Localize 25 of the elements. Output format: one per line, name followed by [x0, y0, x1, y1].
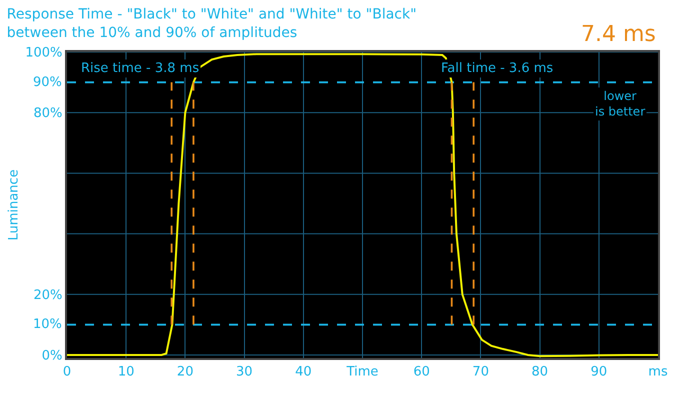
ref-line-label: 90%	[33, 75, 62, 90]
x-tick-label: 20	[176, 364, 194, 380]
annotation: Rise time - 3.8 ms	[81, 61, 200, 76]
y-tick-label: 20%	[33, 288, 62, 303]
y-tick-label: 0%	[42, 348, 62, 364]
y-tick-label: 80%	[33, 106, 62, 122]
line-series	[67, 53, 658, 358]
x-tick-label: Time	[346, 364, 378, 380]
x-tick-label: 30	[236, 364, 253, 380]
x-tick-label: 40	[295, 364, 312, 380]
y-axis-title: Luminance	[6, 169, 22, 241]
x-tick-label: 60	[413, 364, 430, 380]
ref-line-label: 10%	[33, 317, 62, 332]
x-tick-label: 0	[62, 364, 72, 380]
annotation: Fall time - 3.6 ms	[441, 61, 554, 76]
annotation: lower is better	[595, 89, 646, 119]
x-tick-label: 10	[118, 364, 134, 380]
chart-title: Response Time - "Black" to "White" and "White" to "Black"	[6, 6, 417, 23]
x-tick-label: ms	[648, 364, 668, 380]
x-tick-label: 80	[532, 364, 548, 380]
text: 7.4 ms	[581, 22, 656, 47]
x-tick-label: 90	[590, 364, 608, 380]
y-tick-label: 100%	[25, 46, 62, 61]
chart-subtitle: between the 10% and 90% of amplitudes	[6, 24, 298, 41]
x-tick-label: 70	[472, 364, 489, 380]
